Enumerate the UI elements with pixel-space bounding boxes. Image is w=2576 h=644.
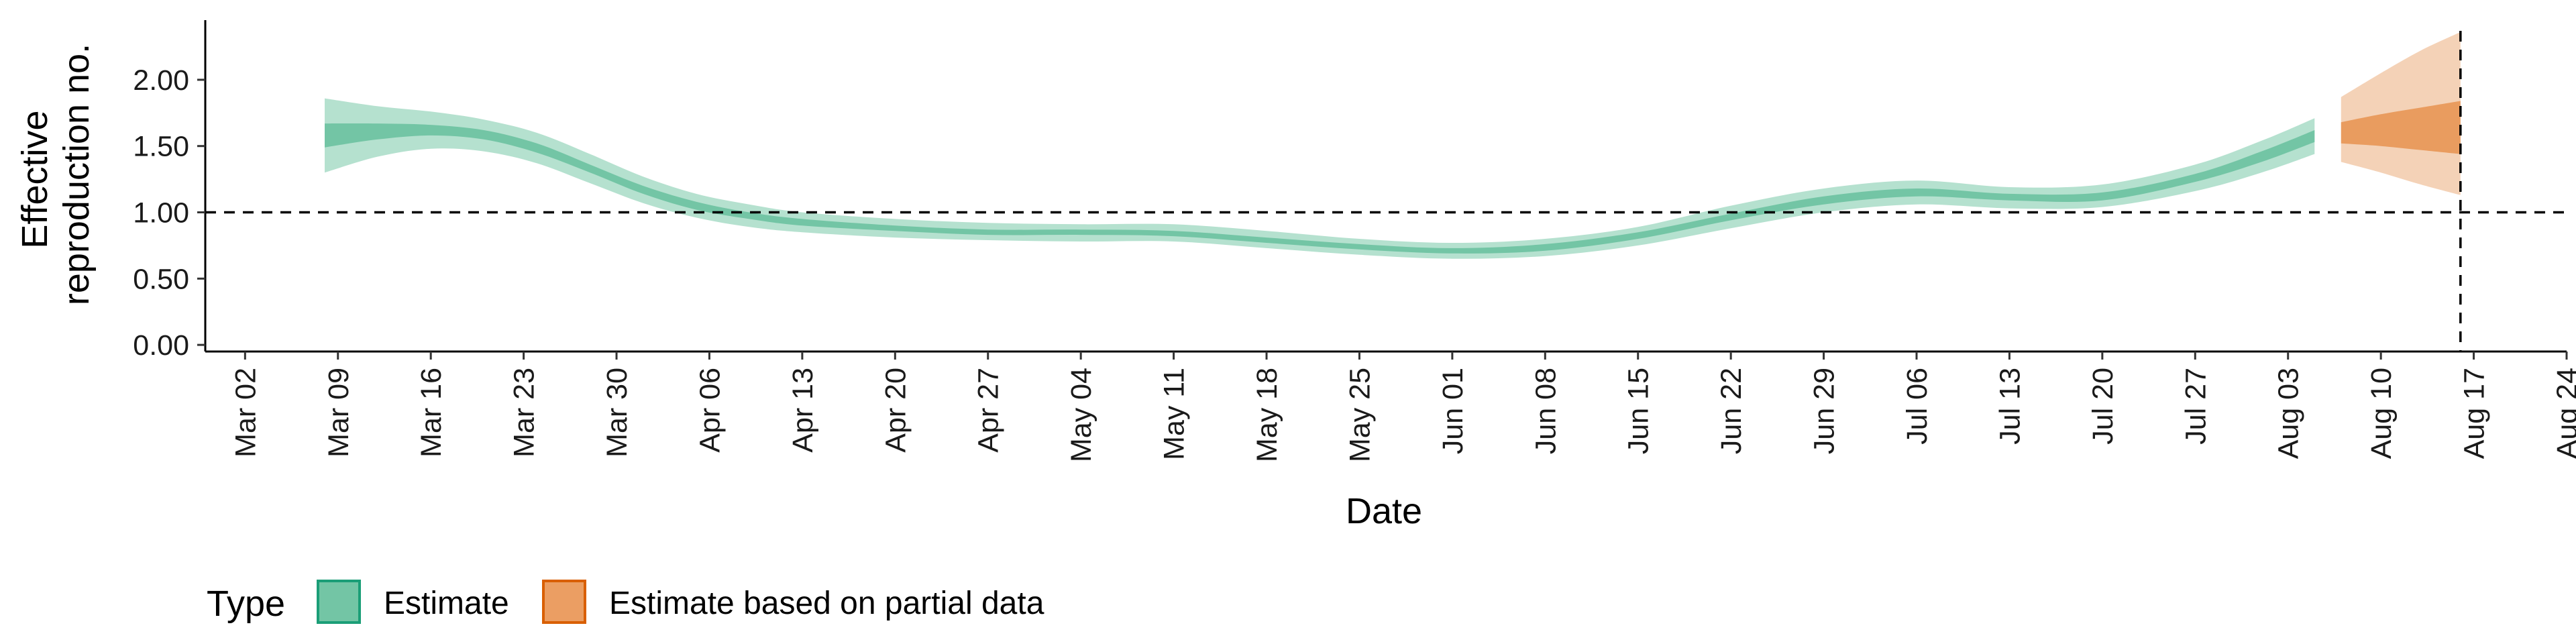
legend-key-estimate bbox=[317, 580, 361, 624]
x-tick-label: Apr 06 bbox=[694, 368, 727, 453]
x-tick-label: Apr 13 bbox=[787, 368, 819, 453]
x-tick-label: Aug 17 bbox=[2459, 368, 2491, 459]
band-50-partial bbox=[2341, 101, 2461, 154]
x-tick-label: Jun 01 bbox=[1437, 368, 1469, 454]
x-tick-label: May 18 bbox=[1251, 368, 1283, 462]
y-tick-label: 0.00 bbox=[133, 329, 189, 362]
x-axis-title: Date bbox=[1346, 491, 1422, 531]
y-axis-title: Effective reproduction no. bbox=[15, 44, 97, 305]
y-tick-label: 0.50 bbox=[133, 263, 189, 295]
x-tick-label: May 04 bbox=[1065, 368, 1097, 462]
x-tick-label: Mar 30 bbox=[601, 368, 633, 458]
x-tick-label: May 25 bbox=[1344, 368, 1376, 462]
reference-lines bbox=[205, 31, 2567, 352]
legend-key-partial bbox=[542, 580, 586, 624]
bands-layer bbox=[325, 32, 2461, 259]
legend-title: Type bbox=[207, 584, 285, 624]
band-50-estimate bbox=[325, 123, 2315, 254]
legend-label-partial: Estimate based on partial data bbox=[609, 586, 1044, 621]
x-tick-label: Aug 24 bbox=[2551, 368, 2576, 459]
x-tick-label: May 11 bbox=[1159, 368, 1191, 460]
x-tick-label: Mar 23 bbox=[508, 368, 541, 458]
x-tick-label: Aug 10 bbox=[2365, 368, 2398, 459]
x-tick-label: Jul 20 bbox=[2087, 368, 2119, 445]
x-tick-label: Jun 29 bbox=[1809, 368, 1841, 454]
legend-label-estimate: Estimate bbox=[384, 586, 509, 621]
x-tick-label: Jun 22 bbox=[1715, 368, 1748, 454]
x-tick-label: Mar 02 bbox=[229, 368, 262, 458]
y-axis-title-line-2: reproduction no. bbox=[56, 44, 97, 305]
x-tick-label: Mar 09 bbox=[323, 368, 355, 458]
y-tick-label: 1.00 bbox=[133, 197, 189, 229]
axes: 0.00 0.50 1.00 1.50 2.00 Mar 02 Mar 09 Mar 16 Ma… bbox=[133, 20, 2576, 462]
band-90-estimate bbox=[325, 98, 2315, 259]
x-tick-label: Jul 27 bbox=[2180, 368, 2212, 445]
x-tick-label: Mar 16 bbox=[415, 368, 447, 458]
y-tick-label: 1.50 bbox=[133, 131, 189, 163]
x-tick-label: Jun 08 bbox=[1529, 368, 1562, 454]
axis-labels: Date Effective reproduction no. bbox=[15, 44, 1422, 531]
x-tick-label: Aug 03 bbox=[2273, 368, 2305, 459]
x-tick-label: Jul 06 bbox=[1901, 368, 1933, 445]
x-tick-label: Jul 13 bbox=[1994, 368, 2026, 445]
y-axis-title-line-1: Effective bbox=[15, 110, 55, 248]
x-tick-label: Apr 27 bbox=[973, 368, 1005, 453]
x-tick-label: Apr 20 bbox=[879, 368, 912, 453]
x-tick-label: Jun 15 bbox=[1623, 368, 1655, 454]
y-tick-label: 2.00 bbox=[133, 64, 189, 97]
legend: Type Estimate Estimate based on partial … bbox=[207, 580, 1044, 624]
